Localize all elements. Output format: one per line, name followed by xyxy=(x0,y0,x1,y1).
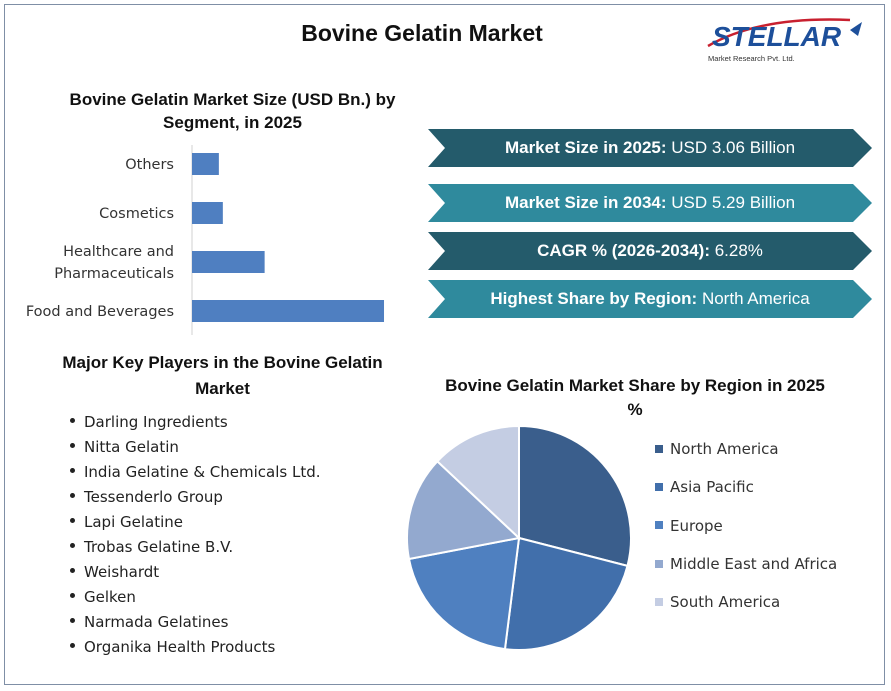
bar-healthcare-and-pharmaceuticals xyxy=(192,251,265,273)
key-player-item: Gelken xyxy=(70,585,321,610)
highlight-value: USD 5.29 Billion xyxy=(671,193,796,212)
highlight-label: Highest Share by Region: xyxy=(490,289,698,308)
region-pie-chart xyxy=(406,424,632,651)
bullet-icon xyxy=(70,468,75,473)
key-player-name: Narmada Gelatines xyxy=(84,613,229,631)
legend-item: Middle East and Africa xyxy=(655,553,837,591)
pie-slice-asia-pacific xyxy=(503,536,629,651)
key-players-title: Major Key Players in the Bovine Gelatin … xyxy=(62,353,383,398)
key-player-name: Organika Health Products xyxy=(84,638,276,656)
key-player-item: Organika Health Products xyxy=(70,635,321,660)
bar-category-label: Healthcare and Pharmaceuticals xyxy=(54,244,174,282)
pie-slice-north-america xyxy=(518,424,632,568)
pie-slice-middle-east-and-africa xyxy=(406,459,522,561)
legend-label: North America xyxy=(670,440,779,458)
legend-swatch xyxy=(655,559,663,568)
bullet-icon xyxy=(70,643,75,648)
bullet-icon xyxy=(70,618,75,623)
bullet-icon xyxy=(70,518,75,523)
legend-swatch xyxy=(655,483,663,492)
highlight-text: Highest Share by Region: North America xyxy=(428,280,872,318)
key-player-name: India Gelatine & Chemicals Ltd. xyxy=(84,463,321,481)
key-player-item: Narmada Gelatines xyxy=(70,610,321,635)
legend-label: South America xyxy=(670,593,781,612)
highlight-value: 6.28% xyxy=(714,241,763,260)
key-player-name: Nitta Gelatin xyxy=(84,438,179,456)
highlight-banner: Market Size in 2034: USD 5.29 Billion xyxy=(428,184,872,222)
bar-others xyxy=(192,153,219,175)
highlight-text: Market Size in 2025: USD 3.06 Billion xyxy=(428,129,872,167)
bullet-icon xyxy=(70,568,75,573)
bar-cosmetics xyxy=(192,202,223,224)
highlight-label: CAGR % (2026-2034): xyxy=(537,241,710,260)
highlight-text: Market Size in 2034: USD 5.29 Billion xyxy=(428,184,872,222)
bullet-icon xyxy=(70,418,75,423)
legend-swatch xyxy=(655,597,663,606)
highlight-text: CAGR % (2026-2034): 6.28% xyxy=(428,232,872,270)
bullet-icon xyxy=(70,443,75,448)
logo-tagline: Market Research Pvt. Ltd. xyxy=(708,54,795,63)
bullet-icon xyxy=(70,593,75,598)
bar-food-and-beverages xyxy=(192,300,385,322)
legend-item: Europe xyxy=(655,515,837,553)
bar-category-label: Cosmetics xyxy=(99,206,174,222)
legend-item: South America xyxy=(655,591,837,629)
key-player-name: Weishardt xyxy=(84,563,160,581)
key-player-item: Weishardt xyxy=(70,560,321,585)
stellar-logo: STELLAR Market Research Pvt. Ltd. xyxy=(700,8,870,68)
legend-label: Middle East and Africa xyxy=(670,554,838,573)
legend-item: North America xyxy=(655,438,837,476)
legend-swatch xyxy=(655,521,663,530)
highlight-value: USD 3.06 Billion xyxy=(671,138,796,157)
highlight-label: Market Size in 2025: xyxy=(504,138,667,157)
bullet-icon xyxy=(70,493,75,498)
legend-label: Europe xyxy=(670,516,723,535)
key-player-name: Darling Ingredients xyxy=(84,413,228,431)
key-player-item: Tessenderlo Group xyxy=(70,485,321,510)
pie-slice-south-america xyxy=(435,424,520,541)
highlight-banner: Highest Share by Region: North America xyxy=(428,280,872,318)
key-player-name: Gelken xyxy=(84,588,136,606)
pie-legend: North America Asia Pacific Europe Middle Ea… xyxy=(655,438,837,629)
highlight-banner: Market Size in 2025: USD 3.06 Billion xyxy=(428,129,872,167)
key-player-name: Trobas Gelatine B.V. xyxy=(84,538,234,556)
highlight-label: Market Size in 2034: xyxy=(504,193,667,212)
bullet-icon xyxy=(70,543,75,548)
infographic-frame xyxy=(4,4,885,685)
logo-wordmark: STELLAR xyxy=(712,21,842,52)
legend-swatch xyxy=(655,444,663,453)
segment-bar-chart: Others Cosmetics Healthcare and Pharmaceuti… xyxy=(26,145,385,335)
bar-chart-title: Bovine Gelatin Market Size (USD Bn.) by … xyxy=(69,90,396,132)
key-player-name: Tessenderlo Group xyxy=(84,488,223,506)
page-title: Bovine Gelatin Market xyxy=(301,20,543,46)
bar-category-label: Others xyxy=(125,157,174,173)
bar-category-label: Food and Beverages xyxy=(26,304,174,320)
highlight-value: North America xyxy=(701,289,810,308)
legend-item: Asia Pacific xyxy=(655,476,837,514)
key-player-item: Darling Ingredients xyxy=(70,410,321,435)
key-player-item: Nitta Gelatin xyxy=(70,435,321,460)
pie-slice-europe xyxy=(407,536,521,651)
key-players-list: Darling Ingredients Nitta Gelatin India Ge… xyxy=(70,410,321,660)
key-player-item: India Gelatine & Chemicals Ltd. xyxy=(70,460,321,485)
key-player-name: Lapi Gelatine xyxy=(84,513,184,531)
key-player-item: Trobas Gelatine B.V. xyxy=(70,535,321,560)
key-player-item: Lapi Gelatine xyxy=(70,510,321,535)
pie-chart-title: Bovine Gelatin Market Share by Region in… xyxy=(445,376,825,419)
highlight-banner: CAGR % (2026-2034): 6.28% xyxy=(428,232,872,270)
legend-label: Asia Pacific xyxy=(670,478,754,497)
